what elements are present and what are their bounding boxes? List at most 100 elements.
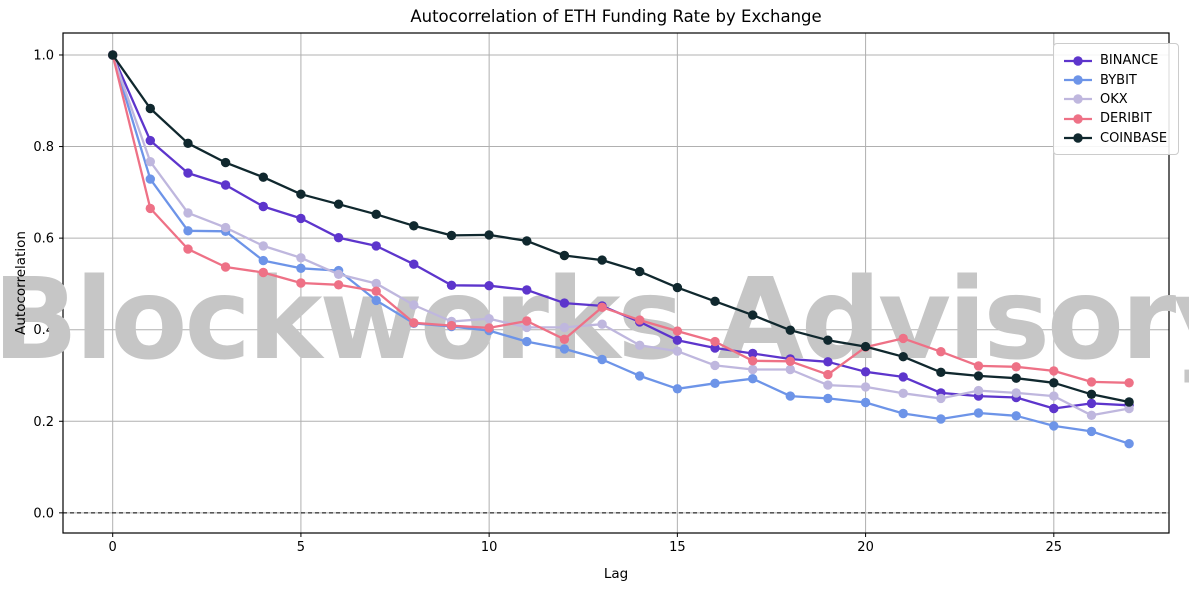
data-point — [1124, 378, 1134, 388]
legend-item-binance: BINANCE — [1063, 51, 1168, 70]
data-point — [484, 323, 494, 333]
legend-label: DERIBIT — [1100, 111, 1152, 127]
data-point — [672, 384, 683, 394]
data-point — [220, 222, 231, 233]
y-tick-label: 0.2 — [33, 415, 54, 430]
series-line-deribit — [111, 54, 1130, 384]
data-point — [785, 325, 795, 335]
data-point — [936, 414, 946, 424]
data-point — [145, 174, 155, 184]
legend-marker-coinbase — [1064, 133, 1092, 143]
data-point — [710, 296, 720, 306]
data-point — [371, 295, 381, 306]
data-point — [108, 50, 118, 60]
data-point — [258, 267, 268, 278]
data-point — [258, 201, 268, 212]
data-point — [333, 280, 344, 290]
data-point — [1049, 391, 1059, 401]
data-point — [1124, 397, 1134, 407]
data-point — [409, 221, 419, 231]
data-point — [785, 391, 795, 401]
data-point — [597, 302, 607, 312]
data-point — [333, 269, 344, 279]
data-point — [710, 336, 720, 347]
legend-dot — [1073, 114, 1083, 124]
series-markers-okx — [108, 50, 1134, 420]
axes-frame — [62, 32, 1170, 534]
data-point — [145, 103, 155, 114]
data-point — [559, 344, 570, 354]
data-point — [522, 285, 532, 295]
legend-marker-bybit — [1064, 75, 1092, 85]
data-point — [1011, 411, 1021, 421]
data-point — [409, 318, 419, 328]
data-point — [1049, 421, 1059, 431]
chart-title: Autocorrelation of ETH Funding Rate by E… — [410, 7, 822, 26]
data-point — [559, 322, 570, 333]
data-point — [522, 236, 532, 246]
legend-marker-okx — [1064, 94, 1092, 105]
data-point — [898, 352, 908, 362]
data-point — [220, 157, 231, 168]
series-line-okx — [111, 54, 1130, 417]
data-point — [296, 263, 306, 273]
legend-label: BINANCE — [1100, 53, 1159, 69]
data-point — [785, 364, 795, 375]
data-point — [748, 310, 758, 320]
x-tick-label: 5 — [297, 540, 305, 555]
data-point — [823, 393, 833, 404]
data-point — [258, 255, 268, 266]
legend-marker-deribit — [1064, 114, 1092, 124]
data-point — [258, 172, 268, 182]
legend-label: BYBIT — [1100, 72, 1137, 88]
data-point — [371, 241, 381, 251]
series-markers-coinbase — [108, 50, 1134, 407]
data-point — [823, 357, 833, 367]
data-point — [1049, 378, 1059, 388]
data-point — [748, 356, 758, 366]
data-point — [1124, 439, 1134, 449]
data-point — [446, 280, 457, 290]
legend-item-coinbase: COINBASE — [1063, 129, 1168, 148]
data-point — [183, 138, 193, 148]
data-point — [710, 360, 720, 371]
data-point — [936, 347, 946, 357]
data-point — [145, 157, 155, 167]
data-point — [484, 230, 494, 240]
y-axis-label: Autocorrelation — [13, 231, 29, 335]
data-point — [898, 333, 908, 344]
data-point — [860, 397, 871, 408]
series-markers-binance — [108, 50, 1134, 414]
legend-dot — [1073, 94, 1083, 105]
data-point — [559, 334, 570, 344]
y-tick-label: 1.0 — [33, 48, 54, 63]
data-point — [936, 367, 946, 377]
data-point — [823, 335, 833, 345]
data-point — [333, 199, 344, 209]
data-point — [296, 213, 306, 224]
legend-marker-binance — [1064, 55, 1092, 66]
x-tick-label: 0 — [109, 540, 117, 555]
data-point — [145, 203, 155, 214]
data-point — [522, 316, 532, 326]
x-tick-label: 10 — [481, 540, 498, 555]
x-tick-label: 20 — [857, 540, 874, 555]
data-point — [898, 372, 908, 382]
legend-label: OKX — [1100, 91, 1128, 107]
data-point — [371, 278, 381, 289]
legend-item-deribit: DERIBIT — [1063, 109, 1168, 128]
series-line-binance — [111, 54, 1130, 410]
data-point — [672, 335, 683, 345]
data-point — [635, 371, 645, 381]
data-point — [296, 278, 306, 288]
data-point — [672, 326, 683, 336]
data-point — [936, 393, 946, 404]
legend-dot — [1073, 133, 1083, 143]
data-point — [1086, 389, 1097, 399]
data-point — [823, 380, 833, 390]
data-point — [1011, 388, 1021, 398]
data-point — [559, 298, 570, 308]
data-point — [973, 371, 984, 381]
